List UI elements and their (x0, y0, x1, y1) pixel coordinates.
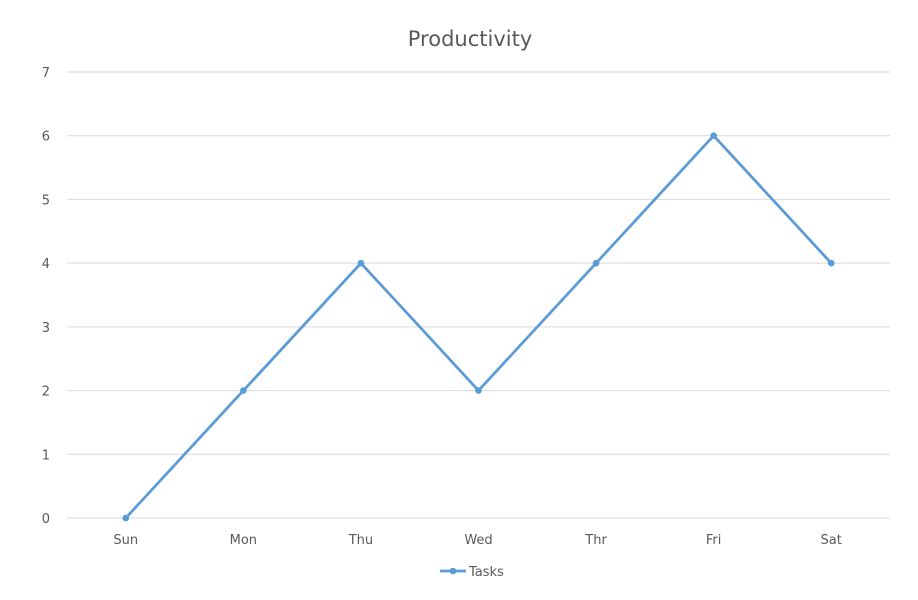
x-tick-label: Fri (706, 533, 722, 548)
gridlines (67, 71, 890, 519)
legend-label: Tasks (468, 565, 504, 580)
data-point (475, 387, 482, 394)
data-point (240, 387, 247, 394)
y-tick-label: 6 (42, 130, 50, 145)
series-group (122, 132, 835, 522)
y-tick-label: 7 (42, 66, 50, 81)
chart-title: Productivity (408, 27, 533, 51)
x-tick-label: Thr (584, 533, 607, 548)
y-tick-label: 1 (42, 448, 50, 463)
x-tick-label: Wed (464, 533, 492, 548)
y-tick-label: 3 (42, 321, 50, 336)
y-tick-label: 5 (42, 193, 50, 208)
y-tick-label: 4 (42, 257, 50, 272)
data-point (357, 259, 365, 267)
legend-marker (449, 567, 457, 575)
data-point (827, 259, 835, 267)
x-tick-label: Sat (821, 533, 842, 548)
x-tick-label: Thu (348, 533, 373, 548)
x-tick-label: Mon (230, 533, 257, 548)
legend: Tasks (440, 565, 504, 580)
data-point (122, 514, 130, 522)
x-axis: Sun Mon Thu Wed Thr Fri Sat (113, 533, 841, 548)
data-point (710, 132, 717, 140)
y-tick-label: 2 (42, 385, 50, 400)
y-tick-label: 0 (42, 512, 50, 527)
y-axis: 0 1 2 3 4 5 6 7 (42, 66, 50, 527)
data-point (592, 259, 600, 267)
x-tick-label: Sun (113, 533, 138, 548)
